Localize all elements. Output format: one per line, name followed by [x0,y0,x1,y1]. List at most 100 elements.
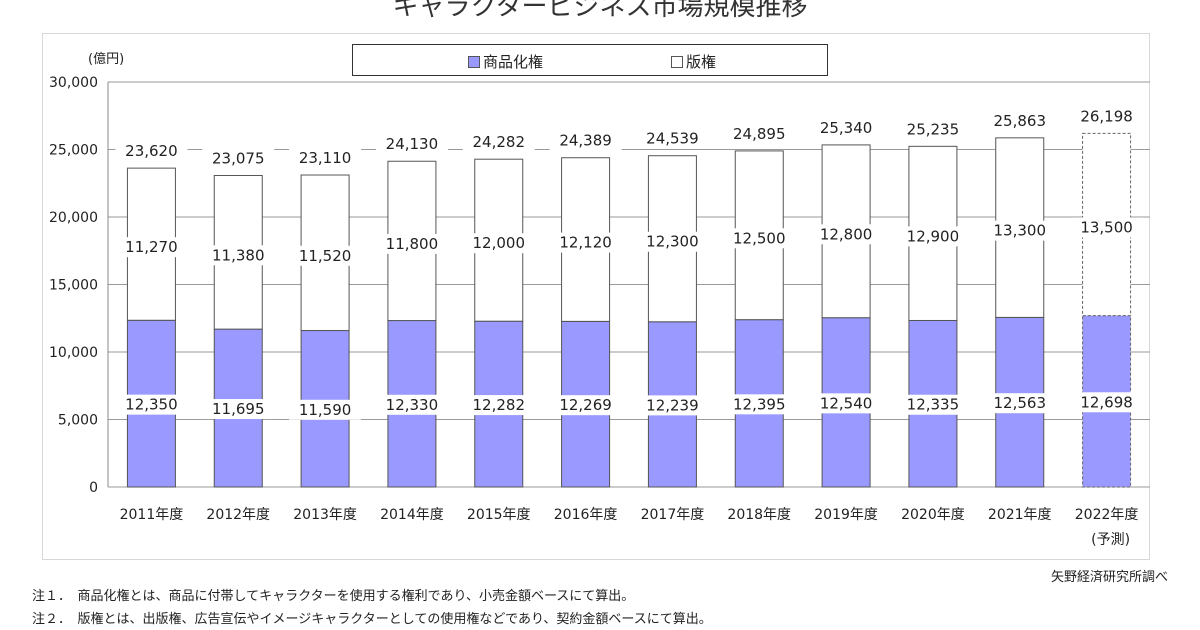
legend-swatch [671,55,683,68]
x-tick-label: 2022年度 [1075,507,1139,523]
data-label-bg [289,148,362,169]
data-label-merchandising: 12,282 [473,396,526,414]
data-label-bg [636,128,709,149]
data-label-bg [810,117,883,138]
data-label-merchandising: 12,269 [559,396,612,414]
data-label-bg [462,132,535,153]
data-label-total: 24,130 [386,135,439,153]
x-tick-label: 2018年度 [727,507,791,523]
data-label-copyright: 12,900 [907,227,960,245]
data-label-total: 23,110 [299,149,352,167]
legend-item-copyright: 版権 [671,51,716,72]
data-label-copyright: 11,380 [212,246,265,264]
legend-item-merchandising: 商品化権 [468,51,543,72]
x-tick-label: 2021年度 [988,507,1052,523]
legend-label: 版権 [686,53,717,71]
chart-frame [42,33,1150,560]
y-tick-label: 5,000 [58,413,98,429]
data-label-bg [810,393,883,414]
data-label-bg [983,110,1056,131]
data-label-merchandising: 12,330 [386,396,439,414]
y-tick-label: 30,000 [49,75,98,91]
data-label-merchandising: 12,335 [907,396,960,414]
data-label-merchandising: 11,695 [212,400,265,418]
data-label-copyright: 11,800 [386,235,439,253]
data-label-bg [549,130,622,151]
x-tick-label: 2015年度 [467,507,531,523]
x-tick-label: 2012年度 [206,507,270,523]
x-tick-label: 2014年度 [380,507,444,523]
x-tick-sublabel: (予測) [1091,532,1130,548]
data-label-bg [723,123,796,144]
data-label-bg [549,395,622,416]
data-label-bg [462,233,535,254]
x-tick-label: 2020年度 [901,507,965,523]
data-label-bg [289,245,362,266]
data-label-bg [115,141,188,162]
data-label-bg [1070,106,1143,127]
y-tick-label: 20,000 [49,210,98,226]
legend: 商品化権 版権 [352,44,828,76]
footnote-2: 注２． 版権とは、出版権、広告宣伝やイメージキャラクターとしての使用権などであり… [32,612,712,627]
data-label-bg [636,395,709,416]
source-note: 矢野経済研究所調べ [1050,570,1168,585]
data-label-bg [896,394,969,415]
data-label-merchandising: 12,563 [994,394,1047,412]
x-tick-label: 2019年度 [814,507,878,523]
data-label-merchandising: 12,350 [125,396,178,414]
data-label-bg [896,226,969,247]
data-label-bg [723,228,796,249]
x-tick-label: 2013年度 [293,507,357,523]
data-label-bg [375,394,448,415]
data-label-bg [1070,217,1143,238]
data-label-bg [115,237,188,258]
data-label-bg [375,134,448,155]
data-label-bg [1070,392,1143,413]
data-label-merchandising: 12,239 [646,396,699,414]
footnote-1: 注１． 商品化権とは、商品に付帯してキャラクターを使用する権利であり、小売金額ベ… [32,589,635,604]
data-label-copyright: 13,300 [994,222,1047,240]
data-label-total: 24,282 [473,133,526,151]
data-label-bg [115,394,188,415]
y-tick-label: 10,000 [49,345,98,361]
data-label-total: 26,198 [1080,107,1133,125]
chart-title: キャラクタービジネス市場規模推移 [392,0,808,22]
data-label-copyright: 11,270 [125,238,178,256]
data-label-total: 23,620 [125,142,178,160]
data-label-total: 23,075 [212,149,265,167]
y-tick-label: 15,000 [49,278,98,294]
x-tick-label: 2011年度 [120,507,184,523]
data-label-total: 25,235 [907,120,960,138]
data-label-merchandising: 12,395 [733,395,786,413]
data-label-total: 25,340 [820,119,873,137]
data-label-bg [202,245,275,266]
data-label-bg [289,399,362,420]
data-label-copyright: 12,120 [559,234,612,252]
data-label-bg [202,399,275,420]
data-label-copyright: 12,800 [820,225,873,243]
data-label-copyright: 12,500 [733,229,786,247]
data-label-copyright: 12,000 [473,234,526,252]
data-label-bg [810,224,883,245]
data-label-merchandising: 11,590 [299,401,352,419]
legend-swatch [468,55,480,68]
data-label-total: 25,863 [994,112,1047,130]
data-label-bg [202,148,275,169]
y-tick-label: 25,000 [49,143,98,159]
data-label-bg [375,233,448,254]
data-label-bg [636,231,709,252]
data-label-bg [549,232,622,253]
data-label-total: 24,895 [733,125,786,143]
y-axis-unit: (億円) [88,52,125,67]
data-label-copyright: 13,500 [1080,218,1133,236]
data-label-copyright: 11,520 [299,247,352,265]
data-label-bg [723,394,796,415]
data-label-bg [983,393,1056,414]
y-tick-label: 0 [89,480,98,496]
data-label-copyright: 12,300 [646,233,699,251]
x-tick-label: 2016年度 [554,507,618,523]
data-label-merchandising: 12,540 [820,394,873,412]
data-label-total: 24,389 [559,132,612,150]
data-label-bg [983,220,1056,241]
